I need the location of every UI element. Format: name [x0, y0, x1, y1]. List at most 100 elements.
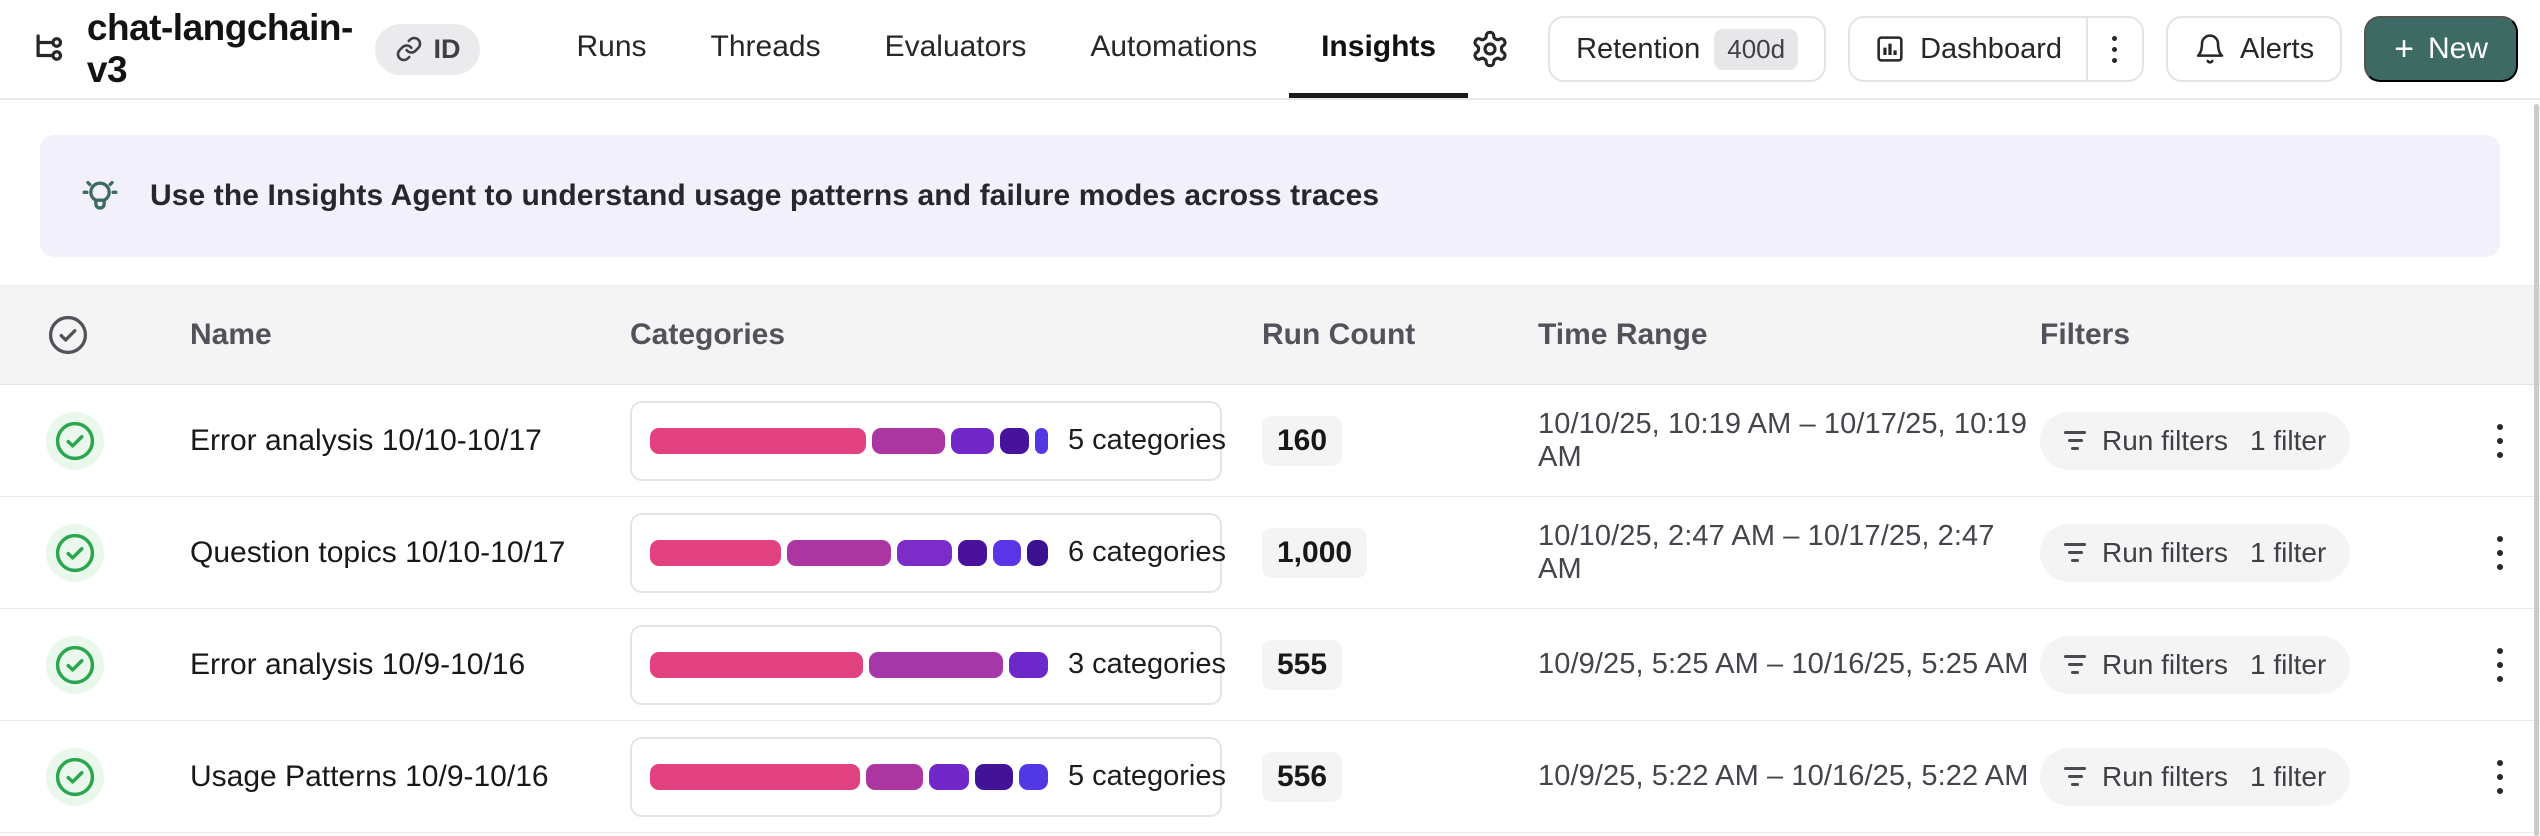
alerts-button[interactable]: Alerts [2165, 16, 2343, 82]
run-count-badge: 160 [1262, 415, 1343, 466]
run-filters-label: Run filters [2102, 648, 2229, 680]
copy-id-badge[interactable]: ID [375, 23, 481, 75]
run-count-badge: 1,000 [1262, 527, 1368, 578]
insight-name[interactable]: Error analysis 10/10-10/17 [190, 423, 542, 457]
column-header-run-count[interactable]: Run Count [1262, 318, 1416, 351]
insight-name[interactable]: Question topics 10/10-10/17 [190, 535, 566, 569]
plus-icon: + [2394, 30, 2414, 68]
status-success-halo [46, 635, 104, 694]
select-all-checkbox[interactable] [46, 313, 90, 357]
row-menu-button[interactable] [2483, 414, 2517, 468]
category-segment [951, 427, 994, 454]
run-count-badge: 555 [1262, 639, 1343, 690]
filter-icon [2064, 655, 2086, 674]
row-menu-button[interactable] [2483, 638, 2517, 692]
project-header: chat-langchain-v3 ID [30, 7, 481, 91]
tab-automations[interactable]: Automations [1058, 0, 1289, 98]
time-range: 10/9/25, 5:25 AM – 10/16/25, 5:25 AM [1538, 648, 2029, 680]
row-menu-button[interactable] [2483, 750, 2517, 804]
status-success-halo [46, 411, 104, 470]
category-segment [871, 427, 946, 454]
insight-name[interactable]: Error analysis 10/9-10/16 [190, 647, 526, 681]
tab-evaluators[interactable]: Evaluators [853, 0, 1059, 98]
status-check-icon [55, 533, 95, 572]
column-header-name[interactable]: Name [190, 318, 272, 351]
row-menu-button[interactable] [2483, 526, 2517, 580]
dashboard-split-button: Dashboard [1848, 16, 2144, 82]
tab-threads[interactable]: Threads [679, 0, 853, 98]
run-filters-label: Run filters [2102, 760, 2229, 792]
tab-insights[interactable]: Insights [1289, 0, 1469, 98]
insight-name[interactable]: Usage Patterns 10/9-10/16 [190, 759, 549, 793]
time-range: 10/9/25, 5:22 AM – 10/16/25, 5:22 AM [1538, 760, 2029, 792]
column-header-time-range[interactable]: Time Range [1538, 318, 1708, 351]
bar-chart-icon [1877, 36, 1903, 62]
categories-cell[interactable]: 5 categories [630, 400, 1226, 481]
project-tree-icon [36, 34, 63, 61]
run-filters-pill[interactable]: Run filters 1 filter [2040, 523, 2351, 582]
run-filters-pill[interactable]: Run filters 1 filter [2040, 747, 2351, 806]
link-icon [397, 36, 422, 62]
tab-threads-label: Threads [710, 29, 821, 63]
bell-icon [2196, 34, 2224, 64]
category-segment [999, 427, 1029, 454]
tab-automations-label: Automations [1090, 29, 1258, 63]
filter-count-label: 1 filter [2250, 424, 2327, 456]
tab-runs[interactable]: Runs [544, 0, 678, 98]
filter-count-label: 1 filter [2250, 648, 2327, 680]
categories-cell[interactable]: 3 categories [630, 624, 1226, 705]
retention-button[interactable]: Retention 400d [1548, 16, 1827, 82]
run-filters-pill[interactable]: Run filters 1 filter [2040, 635, 2351, 694]
filter-icon [2064, 543, 2086, 562]
categories-count-label: 5 categories [1068, 760, 1226, 792]
run-filters-label: Run filters [2102, 536, 2229, 568]
status-check-icon [55, 645, 95, 684]
dashboard-label: Dashboard [1920, 32, 2062, 65]
category-segment [1009, 651, 1048, 678]
time-range: 10/10/25, 2:47 AM – 10/17/25, 2:47 AM [1538, 519, 1995, 585]
categories-count-label: 3 categories [1068, 648, 1226, 680]
vertical-scrollbar[interactable] [2534, 104, 2539, 836]
column-header-categories[interactable]: Categories [630, 318, 786, 351]
status-check-icon [55, 421, 95, 460]
table-body: Error analysis 10/10-10/17 5 categories … [0, 385, 2540, 833]
new-button[interactable]: + New [2364, 16, 2518, 82]
filter-icon [2064, 767, 2086, 786]
categories-cell[interactable]: 6 categories [630, 512, 1226, 593]
settings-gear-icon[interactable] [1468, 27, 1512, 71]
project-tabs: Runs Threads Evaluators Automations Insi… [544, 0, 1469, 98]
category-segment [1027, 539, 1048, 566]
dashboard-more-button[interactable] [2088, 18, 2142, 80]
retention-label: Retention [1576, 32, 1701, 65]
categories-cell[interactable]: 5 categories [630, 736, 1226, 817]
id-badge-label: ID [433, 33, 461, 64]
header-actions: Retention 400d Dashboard Alerts [1468, 16, 2518, 82]
banner-text: Use the Insights Agent to understand usa… [150, 179, 1380, 212]
categories-count-label: 6 categories [1068, 536, 1226, 568]
retention-value-badge: 400d [1714, 28, 1799, 70]
table-row[interactable]: Question topics 10/10-10/17 6 categories… [0, 497, 2540, 609]
dashboard-button[interactable]: Dashboard [1850, 18, 2086, 80]
alerts-label: Alerts [2239, 32, 2315, 65]
category-segment [975, 763, 1014, 790]
category-segment [650, 539, 781, 566]
category-segment [650, 651, 863, 678]
run-filters-label: Run filters [2102, 424, 2229, 456]
categories-count-label: 5 categories [1068, 424, 1226, 456]
status-check-icon [55, 757, 95, 796]
category-segment [868, 651, 1004, 678]
tab-evaluators-label: Evaluators [884, 29, 1027, 63]
tab-runs-label: Runs [576, 29, 647, 63]
table-row[interactable]: Error analysis 10/10-10/17 5 categories … [0, 385, 2540, 497]
category-segment [650, 427, 866, 454]
status-success-halo [46, 747, 104, 806]
category-distribution-bar [650, 427, 1048, 454]
category-segment [786, 539, 892, 566]
table-row[interactable]: Usage Patterns 10/9-10/16 5 categories 5… [0, 721, 2540, 833]
column-header-filters[interactable]: Filters [2040, 318, 2131, 351]
run-filters-pill[interactable]: Run filters 1 filter [2040, 411, 2351, 470]
time-range: 10/10/25, 10:19 AM – 10/17/25, 10:19 AM [1538, 407, 2027, 473]
table-row[interactable]: Error analysis 10/9-10/16 3 categories 5… [0, 609, 2540, 721]
divider [2085, 18, 2088, 80]
status-success-halo [46, 523, 104, 582]
